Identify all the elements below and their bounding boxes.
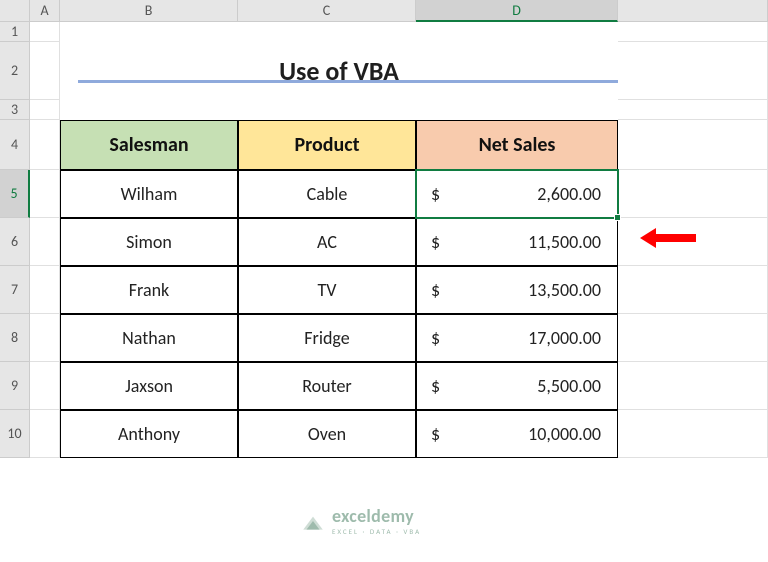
cell-e8[interactable] xyxy=(618,314,768,362)
cell-a10[interactable] xyxy=(30,410,60,458)
row-header-2[interactable]: 2 xyxy=(0,42,30,100)
currency-value: 13,500.00 xyxy=(528,279,601,301)
row-8: 8 Nathan Fridge $ 17,000.00 xyxy=(0,314,768,362)
cell-salesman-8[interactable]: Nathan xyxy=(60,314,238,362)
currency-symbol: $ xyxy=(431,423,440,445)
cell-product-8[interactable]: Fridge xyxy=(238,314,416,362)
fill-handle[interactable] xyxy=(614,214,621,221)
cell-e5[interactable] xyxy=(618,170,768,218)
cell-salesman-9[interactable]: Jaxson xyxy=(60,362,238,410)
cell-netsales-8[interactable]: $ 17,000.00 xyxy=(416,314,618,362)
cell-salesman-7[interactable]: Frank xyxy=(60,266,238,314)
cell-product-5[interactable]: Cable xyxy=(238,170,416,218)
currency-symbol: $ xyxy=(431,279,440,301)
currency-symbol: $ xyxy=(431,183,440,205)
title-cell[interactable]: Use of VBA xyxy=(60,42,618,100)
row-header-1[interactable]: 1 xyxy=(0,22,30,42)
row-header-6[interactable]: 6 xyxy=(0,218,30,266)
cell-b3[interactable] xyxy=(60,100,238,120)
cell-a6[interactable] xyxy=(30,218,60,266)
watermark-logo-icon xyxy=(300,508,326,534)
cell-salesman-10[interactable]: Anthony xyxy=(60,410,238,458)
cell-product-9[interactable]: Router xyxy=(238,362,416,410)
cell-a8[interactable] xyxy=(30,314,60,362)
row-3: 3 xyxy=(0,100,768,120)
watermark-brand: exceldemy xyxy=(332,505,421,527)
title-underline xyxy=(78,80,618,83)
cell-a9[interactable] xyxy=(30,362,60,410)
header-salesman[interactable]: Salesman xyxy=(60,120,238,170)
currency-symbol: $ xyxy=(431,327,440,349)
watermark-sub: EXCEL · DATA · VBA xyxy=(332,527,421,536)
cell-c3[interactable] xyxy=(238,100,416,120)
currency-value: 10,000.00 xyxy=(528,423,601,445)
arrow-head-icon xyxy=(640,228,656,248)
cell-netsales-7[interactable]: $ 13,500.00 xyxy=(416,266,618,314)
cell-e2[interactable] xyxy=(618,42,768,100)
cell-a5[interactable] xyxy=(30,170,60,218)
col-header-c[interactable]: C xyxy=(238,0,416,22)
cell-netsales-6[interactable]: $ 11,500.00 xyxy=(416,218,618,266)
row-header-10[interactable]: 10 xyxy=(0,410,30,458)
cell-a7[interactable] xyxy=(30,266,60,314)
row-header-5[interactable]: 5 xyxy=(0,170,30,218)
cell-e3[interactable] xyxy=(618,100,768,120)
cell-a2[interactable] xyxy=(30,42,60,100)
row-5: 5 Wilham Cable $ 2,600.00 xyxy=(0,170,768,218)
cell-salesman-5[interactable]: Wilham xyxy=(60,170,238,218)
header-netsales[interactable]: Net Sales xyxy=(416,120,618,170)
cell-netsales-10[interactable]: $ 10,000.00 xyxy=(416,410,618,458)
currency-value: 11,500.00 xyxy=(528,231,601,253)
row-header-3[interactable]: 3 xyxy=(0,100,30,120)
cell-e9[interactable] xyxy=(618,362,768,410)
row-header-4[interactable]: 4 xyxy=(0,120,30,170)
currency-value: 5,500.00 xyxy=(537,375,601,397)
cell-d3[interactable] xyxy=(416,100,618,120)
cell-netsales-9[interactable]: $ 5,500.00 xyxy=(416,362,618,410)
row-1: 1 xyxy=(0,22,768,42)
cell-e7[interactable] xyxy=(618,266,768,314)
cell-a1[interactable] xyxy=(30,22,60,42)
currency-symbol: $ xyxy=(431,231,440,253)
row-4: 4 Salesman Product Net Sales xyxy=(0,120,768,170)
row-header-8[interactable]: 8 xyxy=(0,314,30,362)
watermark: exceldemy EXCEL · DATA · VBA xyxy=(300,505,421,536)
cell-d1[interactable] xyxy=(416,22,618,42)
row-9: 9 Jaxson Router $ 5,500.00 xyxy=(0,362,768,410)
currency-value: 17,000.00 xyxy=(528,327,601,349)
col-header-e[interactable] xyxy=(618,0,768,22)
cell-b1[interactable] xyxy=(60,22,238,42)
currency-symbol: $ xyxy=(431,375,440,397)
row-2: 2 Use of VBA xyxy=(0,42,768,100)
cell-netsales-5[interactable]: $ 2,600.00 xyxy=(416,170,618,218)
col-header-a[interactable]: A xyxy=(30,0,60,22)
col-header-d[interactable]: D xyxy=(416,0,618,22)
currency-value: 2,600.00 xyxy=(537,183,601,205)
row-header-7[interactable]: 7 xyxy=(0,266,30,314)
cell-a4[interactable] xyxy=(30,120,60,170)
cell-e4[interactable] xyxy=(618,120,768,170)
row-header-9[interactable]: 9 xyxy=(0,362,30,410)
cell-e10[interactable] xyxy=(618,410,768,458)
cell-c1[interactable] xyxy=(238,22,416,42)
watermark-text: exceldemy EXCEL · DATA · VBA xyxy=(332,505,421,536)
column-headers: A B C D xyxy=(0,0,768,22)
spreadsheet-grid: A B C D 1 2 Use of VBA 3 xyxy=(0,0,768,562)
cell-product-6[interactable]: AC xyxy=(238,218,416,266)
row-7: 7 Frank TV $ 13,500.00 xyxy=(0,266,768,314)
arrow-shaft xyxy=(656,234,696,242)
cell-product-7[interactable]: TV xyxy=(238,266,416,314)
cell-salesman-6[interactable]: Simon xyxy=(60,218,238,266)
select-all-corner[interactable] xyxy=(0,0,30,22)
cell-a3[interactable] xyxy=(30,100,60,120)
cell-e1[interactable] xyxy=(618,22,768,42)
cell-product-10[interactable]: Oven xyxy=(238,410,416,458)
col-header-b[interactable]: B xyxy=(60,0,238,22)
header-product[interactable]: Product xyxy=(238,120,416,170)
annotation-arrow xyxy=(640,228,696,248)
row-10: 10 Anthony Oven $ 10,000.00 xyxy=(0,410,768,458)
